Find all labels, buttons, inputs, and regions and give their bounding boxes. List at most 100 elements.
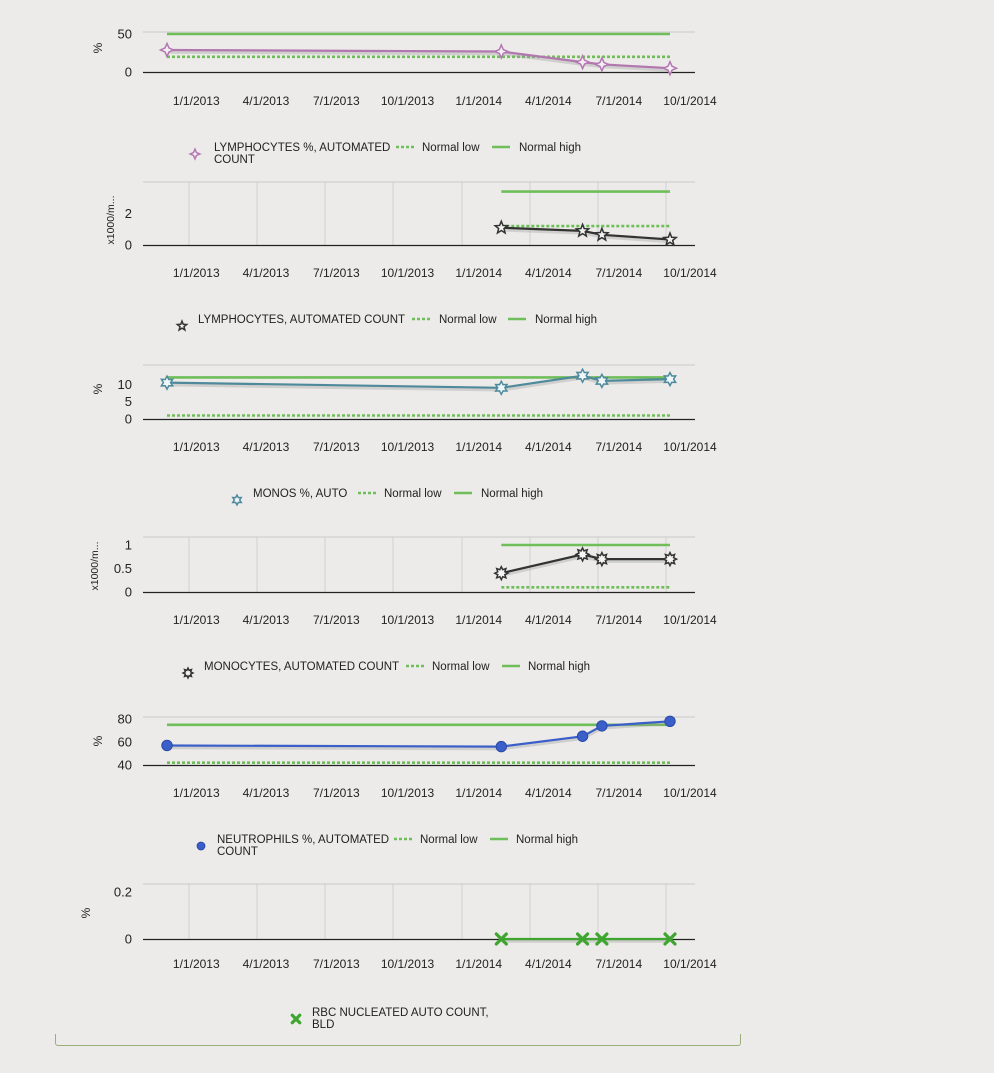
x-tick-label: 1/1/2014 — [455, 957, 502, 971]
y-tick-label: 0 — [125, 238, 132, 253]
legend-label: BLD — [312, 1019, 334, 1031]
data-point-neutrophils-automated-count — [576, 730, 589, 742]
y-axis-label: % — [91, 735, 105, 746]
x-tick-label: 4/1/2014 — [525, 94, 572, 108]
data-point-neutrophils-automated-count — [664, 715, 676, 727]
data-point-lymphocytes-automated-count — [493, 219, 510, 235]
y-tick-label: 40 — [118, 758, 132, 773]
data-point-monos-auto — [575, 367, 590, 384]
x-tick-label: 10/1/2014 — [663, 266, 717, 280]
legend-marker — [196, 841, 206, 851]
x-tick-label: 7/1/2013 — [313, 613, 360, 627]
legend-label: LYMPHOCYTES, AUTOMATED COUNT — [198, 314, 405, 326]
data-point-lymphocytes-automated-count — [574, 222, 591, 238]
chart-6: 0 0.2% 1/1/2013 4/1/2013 7/1/2013 10/1/2013 1/… — [79, 883, 717, 1031]
legend-label: Normal low — [422, 142, 480, 154]
x-tick-label: 4/1/2013 — [243, 266, 290, 280]
data-point-neutrophils-automated-count — [495, 740, 508, 753]
chart-5: 40 60 80% 1/1/2013 4/1/2013 7/1/2013 10/1/2013… — [91, 712, 717, 859]
x-tick-label: 4/1/2013 — [243, 613, 290, 627]
x-tick-label: 4/1/2014 — [525, 613, 572, 627]
legend: RBC NUCLEATED AUTO COUNT,BLD — [290, 1007, 489, 1031]
legend: MONOS %, AUTO Normal low Normal high — [231, 488, 543, 507]
x-tick-label: 1/1/2013 — [173, 266, 220, 280]
x-tick-label: 1/1/2013 — [173, 440, 220, 454]
y-tick-label: 0 — [125, 932, 132, 947]
x-tick-label: 7/1/2014 — [595, 440, 642, 454]
x-tick-label: 10/1/2013 — [381, 786, 435, 800]
data-point-lymphocytes-automated-count — [574, 53, 591, 71]
x-tick-label: 10/1/2013 — [381, 957, 435, 971]
legend-label: Normal low — [432, 661, 490, 673]
x-tick-label: 4/1/2014 — [525, 786, 572, 800]
legend-label: Normal high — [481, 488, 543, 500]
data-point-lymphocytes-automated-count — [158, 41, 176, 59]
x-tick-label: 7/1/2013 — [313, 786, 360, 800]
legend-label: RBC NUCLEATED AUTO COUNT, — [312, 1007, 489, 1019]
x-tick-label: 7/1/2014 — [595, 613, 642, 627]
data-point-monocytes-automated-count — [593, 550, 611, 568]
y-tick-label: 0.5 — [114, 561, 132, 576]
x-tick-label: 10/1/2014 — [663, 440, 717, 454]
legend-label: LYMPHOCYTES %, AUTOMATED — [214, 142, 390, 154]
x-tick-label: 7/1/2013 — [313, 266, 360, 280]
legend: LYMPHOCYTES, AUTOMATED COUNT Normal low No… — [175, 314, 597, 332]
series-line-monocytes-automated-count — [501, 553, 670, 575]
x-tick-label: 10/1/2014 — [663, 613, 717, 627]
chart-4: 0 0.5 1 x1000/m... 1/1/2013 4/1/2013 7/1/2013 1… — [89, 536, 717, 680]
data-point-neutrophils-automated-count — [596, 720, 608, 732]
data-point-rbc-nucleated-auto-count-bld — [663, 932, 677, 946]
legend-marker — [231, 493, 243, 507]
data-point-monos-auto — [594, 372, 609, 389]
x-tick-label: 1/1/2013 — [173, 786, 220, 800]
y-tick-label: 5 — [125, 394, 132, 409]
legend: MONOCYTES, AUTOMATED COUNT Normal low Norm… — [181, 661, 590, 680]
chart-1: 0 50% 1/1/2013 4/1/2013 7/1/2013 10/1/2013 1/1… — [91, 27, 717, 167]
data-point-monocytes-automated-count — [661, 550, 679, 568]
legend-label: Normal high — [519, 142, 581, 154]
x-tick-label: 4/1/2013 — [243, 786, 290, 800]
x-tick-label: 4/1/2014 — [525, 957, 572, 971]
data-point-rbc-nucleated-auto-count-bld — [595, 932, 609, 946]
y-tick-label: 80 — [118, 712, 132, 727]
x-tick-label: 1/1/2013 — [173, 94, 220, 108]
x-tick-label: 7/1/2013 — [313, 94, 360, 108]
y-tick-label: 1 — [125, 538, 132, 553]
x-tick-label: 1/1/2013 — [173, 613, 220, 627]
series-line-shadow — [500, 554, 670, 577]
y-tick-label: 0 — [125, 412, 132, 427]
legend-label: COUNT — [214, 154, 255, 166]
data-point-rbc-nucleated-auto-count-bld — [494, 932, 508, 946]
legend-label: Normal high — [516, 834, 578, 846]
chart-2: 0 2 x1000/m... 1/1/2013 4/1/2013 7/1/2013 10/1… — [105, 181, 717, 332]
x-tick-label: 1/1/2014 — [455, 94, 502, 108]
data-point-monos-auto — [494, 379, 509, 396]
y-tick-label: 50 — [118, 27, 132, 42]
series-line-shadow — [166, 50, 671, 72]
panel-bottom-border — [55, 1034, 741, 1046]
y-tick-label: 10 — [118, 377, 132, 392]
chart-3: 0 5 10% 1/1/2013 4/1/2013 7/1/2013 10/1/2013 1/… — [91, 364, 717, 507]
x-tick-label: 4/1/2014 — [525, 440, 572, 454]
data-point-lymphocytes-automated-count — [661, 230, 679, 247]
y-axis-label: % — [79, 907, 93, 918]
y-tick-label: 0 — [125, 65, 132, 80]
x-tick-label: 1/1/2013 — [173, 957, 220, 971]
y-axis-label: % — [91, 42, 105, 53]
x-tick-label: 7/1/2014 — [595, 266, 642, 280]
y-tick-label: 0 — [125, 585, 132, 600]
y-axis-label: % — [91, 383, 105, 394]
legend-label: Normal high — [528, 661, 590, 673]
legend-marker — [175, 319, 189, 332]
x-tick-label: 1/1/2014 — [455, 786, 502, 800]
legend-label: Normal high — [535, 314, 597, 326]
legend-label: Normal low — [384, 488, 442, 500]
x-tick-label: 7/1/2013 — [313, 440, 360, 454]
x-tick-label: 1/1/2014 — [455, 613, 502, 627]
x-tick-label: 10/1/2013 — [381, 266, 435, 280]
series-line-lymphocytes-automated-count — [501, 226, 671, 241]
x-tick-label: 4/1/2014 — [525, 266, 572, 280]
